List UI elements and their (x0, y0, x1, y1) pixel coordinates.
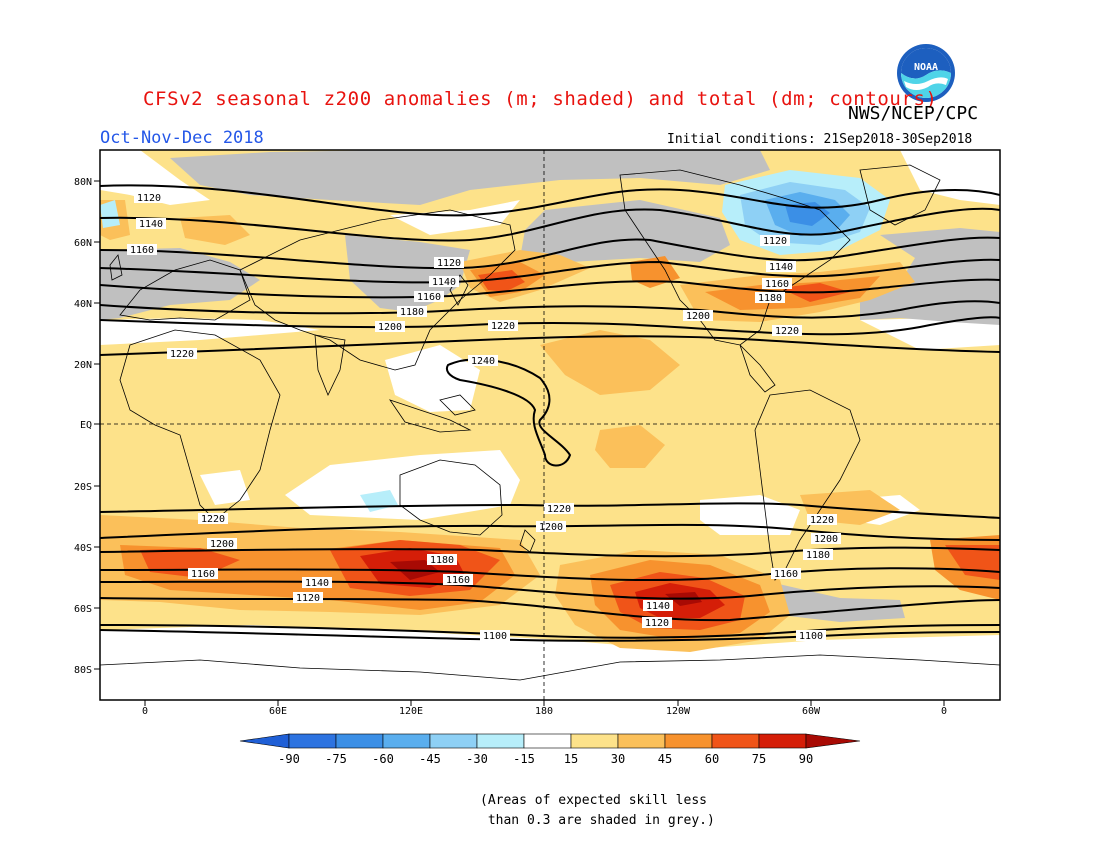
logo-text: NOAA (914, 62, 938, 73)
contour-label: 1200 (814, 534, 838, 545)
contour-label: 1200 (210, 539, 234, 550)
colorbar-tick: -30 (466, 752, 488, 766)
height-contours (100, 184, 1000, 642)
colorbar-tick: -45 (419, 752, 441, 766)
contour-label: 1220 (547, 504, 571, 515)
colorbar: -90 -75 -60 -45 -30 -15 15 30 45 60 75 9… (239, 733, 861, 766)
contour-label: 1140 (646, 601, 670, 612)
colorbar-tick: -75 (325, 752, 347, 766)
contour-label: 1220 (775, 326, 799, 337)
lon-label: 60W (802, 706, 821, 717)
contour-label: 1160 (765, 279, 789, 290)
contour-label: 1100 (483, 631, 507, 642)
noaa-logo: NOAA (897, 44, 955, 102)
colorbar-tick: -15 (513, 752, 535, 766)
map-frame (99, 149, 1001, 701)
colorbar-swatch (570, 733, 619, 749)
contour-label: 1180 (400, 307, 424, 318)
contour-label: 1220 (170, 349, 194, 360)
colorbar-tick: 30 (611, 752, 625, 766)
contour-label: 1120 (437, 258, 461, 269)
contour-labels: 1120 1140 1160 1120 1140 1160 1180 1200 … (127, 192, 841, 642)
lon-label: 0 (941, 706, 947, 717)
contour-label: 1120 (645, 618, 669, 629)
lat-label: 20N (74, 360, 92, 371)
contour-label: 1180 (430, 555, 454, 566)
contour-label: 1200 (686, 311, 710, 322)
contour-label: 1160 (191, 569, 215, 580)
lat-label: 20S (74, 482, 92, 493)
colorbar-tick: 15 (564, 752, 578, 766)
contour-label: 1200 (539, 522, 563, 533)
contour-label: 1220 (491, 321, 515, 332)
lon-label: 120E (399, 706, 423, 717)
contour-label: 1140 (139, 219, 163, 230)
lat-label: 60S (74, 604, 92, 615)
contour-label: 1140 (769, 262, 793, 273)
season-label: Oct-Nov-Dec 2018 (100, 128, 264, 148)
colorbar-tick: 60 (705, 752, 719, 766)
colorbar-swatch (429, 733, 478, 749)
chart-title: CFSv2 seasonal z200 anomalies (m; shaded… (143, 88, 938, 110)
contour-label: 1120 (137, 193, 161, 204)
colorbar-tick: 45 (658, 752, 672, 766)
contour-label: 1100 (799, 631, 823, 642)
contour-label: 1140 (432, 277, 456, 288)
contour-label: 1160 (446, 575, 470, 586)
colorbar-arrow-left (239, 733, 290, 749)
lon-axis: 0 60E 120E 180 120W 60W 0 (142, 700, 947, 717)
contour-label: 1120 (763, 236, 787, 247)
contour-label: 1140 (305, 578, 329, 589)
contour-label: 1180 (758, 293, 782, 304)
lat-label: 80N (74, 177, 92, 188)
colorbar-swatch (476, 733, 525, 749)
lat-label: 40N (74, 299, 92, 310)
lon-label: 60E (269, 706, 287, 717)
skill-footnote: (Areas of expected skill less than 0.3 a… (480, 793, 715, 828)
colorbar-tick: 75 (752, 752, 766, 766)
colorbar-swatch (382, 733, 431, 749)
anomaly-shading (100, 150, 1000, 700)
colorbar-swatch (288, 733, 337, 749)
colorbar-arrow-right (805, 733, 861, 749)
colorbar-tick: -60 (372, 752, 394, 766)
lon-label: 180 (535, 706, 553, 717)
lon-label: 120W (666, 706, 691, 717)
lat-label: 60N (74, 238, 92, 249)
contour-label: 1240 (471, 356, 495, 367)
colorbar-tick: -90 (278, 752, 300, 766)
contour-label: 1220 (201, 514, 225, 525)
contour-label: 1200 (378, 322, 402, 333)
colorbar-swatch (664, 733, 713, 749)
contour-label: 1160 (130, 245, 154, 256)
lat-label: 80S (74, 665, 92, 676)
agency-label: NWS/NCEP/CPC (848, 103, 979, 124)
colorbar-swatch (758, 733, 807, 749)
contour-label: 1180 (806, 550, 830, 561)
colorbar-swatch (523, 733, 572, 749)
colorbar-swatch (335, 733, 384, 749)
initial-conditions-label: Initial conditions: 21Sep2018-30Sep2018 (667, 132, 973, 147)
contour-label: 1160 (774, 569, 798, 580)
contour-label: 1160 (417, 292, 441, 303)
lat-label: 40S (74, 543, 92, 554)
colorbar-swatch (617, 733, 666, 749)
contour-label: 1120 (296, 593, 320, 604)
lon-label: 0 (142, 706, 148, 717)
contour-label: 1220 (810, 515, 834, 526)
colorbar-swatch (711, 733, 760, 749)
colorbar-tick: 90 (799, 752, 813, 766)
lat-axis: 80N 60N 40N 20N EQ 20S 40S 60S 80S (74, 177, 100, 676)
lat-label: EQ (80, 420, 92, 431)
